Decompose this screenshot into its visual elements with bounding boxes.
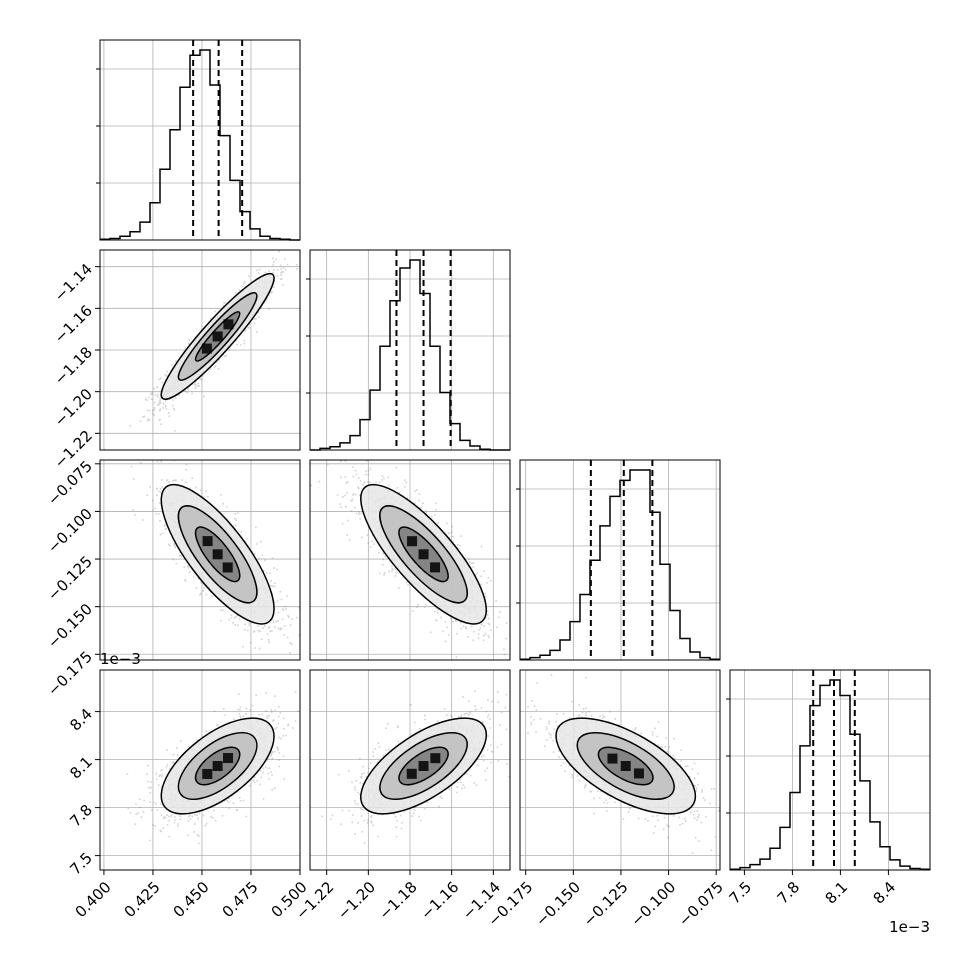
x-tick-label: −0.075	[675, 878, 727, 930]
x-tick-label: −0.100	[627, 878, 679, 930]
histogram-panel-0	[96, 39, 301, 241]
histogram-panel-1	[306, 249, 511, 451]
density-core	[620, 761, 631, 771]
x-tick-label: −1.20	[334, 878, 379, 923]
panel-frame	[519, 669, 721, 871]
scatter-panel-2-1	[309, 459, 511, 661]
density-core	[202, 768, 213, 779]
x-tick-label: 0.425	[121, 878, 164, 921]
x-tick-label: −1.18	[376, 878, 421, 923]
y-tick-label: −1.20	[51, 385, 96, 430]
y-tick-label: 8.1	[66, 753, 96, 783]
panel-contents	[100, 670, 300, 870]
panel-frame	[309, 249, 511, 451]
density-core	[418, 549, 429, 560]
density-core	[418, 761, 429, 771]
density-core	[212, 549, 223, 560]
density-core	[633, 768, 644, 779]
panel-contents	[310, 460, 510, 660]
density-core	[201, 343, 212, 354]
histogram-panel-3	[726, 669, 931, 871]
panel-contents	[100, 250, 300, 450]
x-tick-label: 0.450	[170, 878, 213, 921]
y-tick-label: −0.100	[44, 505, 96, 557]
panel-frame	[519, 459, 721, 661]
histogram-step	[730, 679, 930, 870]
x-tick-label: 7.5	[726, 878, 756, 908]
panel-frame	[729, 669, 931, 871]
scatter-panel-3-0	[99, 669, 301, 871]
panel-contents	[100, 460, 300, 660]
scatter-panel-3-1	[309, 669, 511, 871]
scatter-panel-2-0	[99, 459, 301, 661]
density-core	[406, 768, 417, 779]
x-tick-label: 8.4	[870, 878, 900, 908]
y-offset-label: 1e−3	[100, 650, 141, 668]
histogram-panel-2	[516, 459, 721, 661]
panel-frame	[99, 459, 301, 661]
y-tick-label: 7.8	[66, 801, 96, 831]
density-core	[407, 536, 418, 547]
density-core	[430, 753, 441, 764]
x-tick-label: 7.8	[774, 878, 804, 908]
histogram-step	[100, 49, 300, 241]
x-tick-label: −1.16	[417, 878, 462, 923]
x-offset-label: 1e−3	[889, 918, 930, 936]
scatter-panel-3-2	[519, 669, 721, 871]
y-tick-label: −0.125	[44, 552, 96, 604]
x-tick-label: 8.1	[822, 878, 852, 908]
density-core	[212, 761, 223, 771]
panel-frame	[99, 669, 301, 871]
x-tick-label: −0.125	[580, 878, 632, 930]
y-tick-label: −1.14	[51, 260, 96, 305]
x-tick-label: −0.150	[532, 878, 584, 930]
density-core	[222, 562, 233, 573]
x-tick-label: 0.475	[219, 878, 262, 921]
y-tick-label: 7.5	[66, 849, 96, 879]
scatter-panel-1-0	[99, 249, 301, 451]
y-tick-label: −0.175	[44, 648, 96, 700]
density-core	[202, 536, 213, 547]
y-tick-label: 8.4	[66, 705, 96, 735]
density-core	[607, 753, 618, 764]
density-core	[212, 331, 223, 342]
histogram-step	[310, 259, 510, 451]
density-core	[430, 562, 441, 573]
x-tick-label: 0.400	[72, 878, 115, 921]
density-core	[223, 319, 234, 330]
panel-contents	[520, 670, 720, 870]
y-tick-label: −1.18	[51, 343, 96, 388]
y-tick-label: −1.16	[51, 302, 96, 347]
panel-frame	[99, 39, 301, 241]
panel-frame	[309, 459, 511, 661]
density-core	[223, 753, 234, 764]
histogram-step	[520, 469, 720, 660]
panel-contents	[310, 670, 510, 870]
y-tick-label: −0.150	[44, 600, 96, 652]
